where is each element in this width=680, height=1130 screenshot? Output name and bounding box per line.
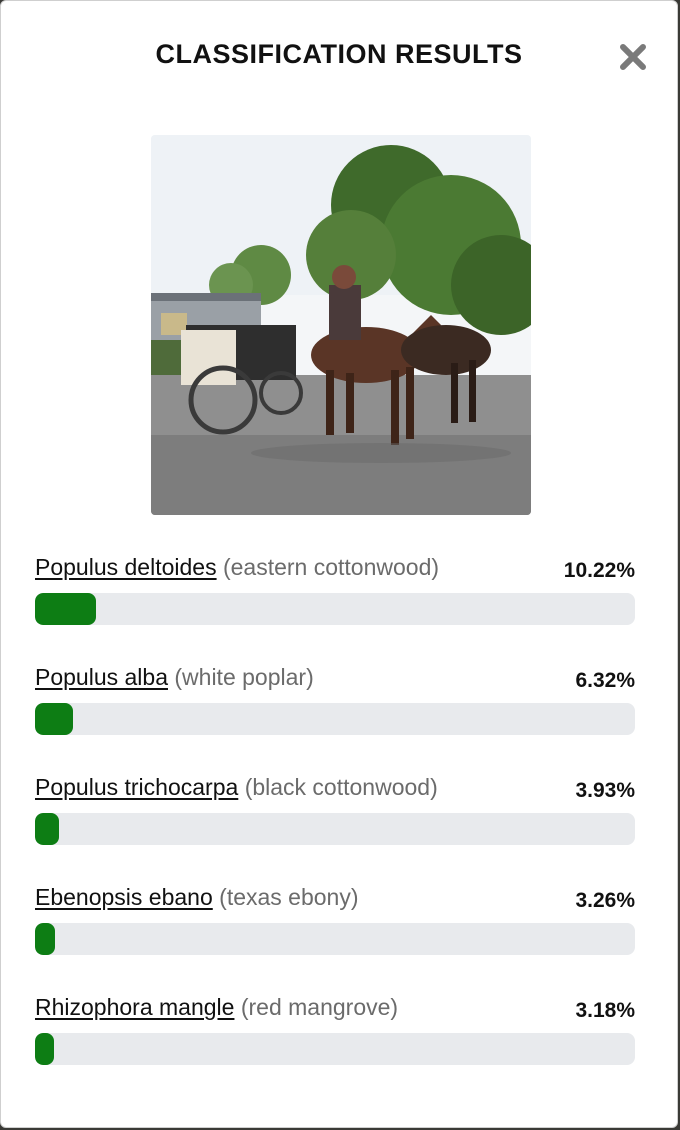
results-list: Populus deltoides (eastern cottonwood) 1… (35, 549, 635, 1099)
close-icon (620, 44, 646, 70)
confidence-bar-fill (35, 923, 55, 955)
species-link[interactable]: Populus trichocarpa (35, 774, 239, 800)
confidence-bar-track (35, 593, 635, 625)
common-name: (black cottonwood) (244, 774, 438, 800)
confidence-bar-fill (35, 593, 97, 625)
result-name-row: Rhizophora mangle (red mangrove) 3.18% (35, 989, 635, 1025)
confidence-bar-fill (35, 813, 59, 845)
result-name-row: Populus deltoides (eastern cottonwood) 1… (35, 549, 635, 585)
result-item: Populus alba (white poplar) 6.32% (35, 659, 635, 769)
confidence-bar-fill (35, 1033, 55, 1065)
result-percent: 3.26% (575, 889, 635, 912)
result-percent: 10.22% (563, 559, 635, 582)
confidence-bar-fill (35, 703, 73, 735)
result-item: Ebenopsis ebano (texas ebony) 3.26% (35, 879, 635, 989)
close-button[interactable] (617, 41, 649, 73)
result-name-row: Ebenopsis ebano (texas ebony) 3.26% (35, 879, 635, 915)
result-percent: 6.32% (575, 669, 635, 692)
confidence-bar-track (35, 813, 635, 845)
species-link[interactable]: Populus alba (35, 664, 168, 690)
result-percent: 3.93% (575, 779, 635, 802)
modal-title: CLASSIFICATION RESULTS (155, 39, 523, 69)
uploaded-photo (151, 135, 531, 515)
common-name: (texas ebony) (219, 884, 359, 910)
confidence-bar-track (35, 1033, 635, 1065)
common-name: (red mangrove) (240, 994, 399, 1020)
result-name-row: Populus alba (white poplar) 6.32% (35, 659, 635, 695)
result-percent: 3.18% (575, 999, 635, 1022)
species-link[interactable]: Ebenopsis ebano (35, 884, 213, 910)
result-name-row: Populus trichocarpa (black cottonwood) 3… (35, 769, 635, 805)
result-item: Rhizophora mangle (red mangrove) 3.18% (35, 989, 635, 1099)
result-item: Populus deltoides (eastern cottonwood) 1… (35, 549, 635, 659)
confidence-bar-track (35, 703, 635, 735)
species-link[interactable]: Populus deltoides (35, 554, 217, 580)
photo-image (151, 135, 531, 515)
species-link[interactable]: Rhizophora mangle (35, 994, 235, 1020)
confidence-bar-track (35, 923, 635, 955)
common-name: (eastern cottonwood) (222, 554, 440, 580)
common-name: (white poplar) (174, 664, 314, 690)
result-item: Populus trichocarpa (black cottonwood) 3… (35, 769, 635, 879)
